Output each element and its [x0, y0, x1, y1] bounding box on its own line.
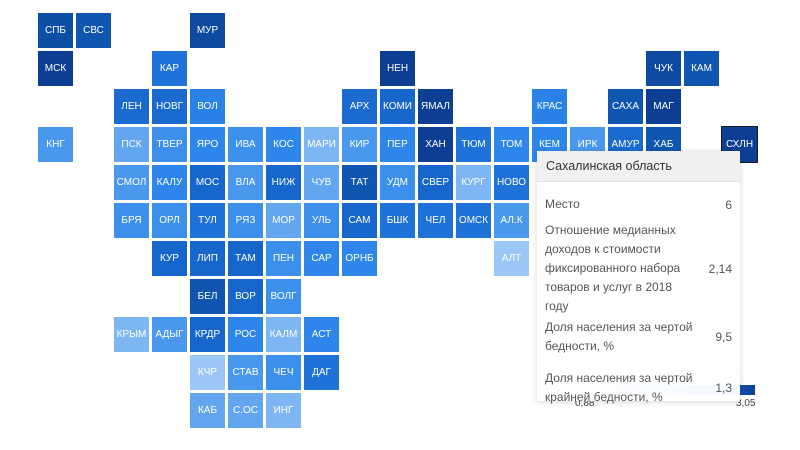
- tooltip-title: Сахалинская область: [537, 151, 740, 182]
- region-tile[interactable]: МАРИ: [304, 127, 339, 162]
- region-tile[interactable]: НОВО: [494, 165, 529, 200]
- region-tile[interactable]: НОВГ: [152, 89, 187, 124]
- tooltip-row-rank: Место 6: [537, 182, 740, 227]
- region-tile[interactable]: ИНГ: [266, 393, 301, 428]
- region-tile[interactable]: БРЯ: [114, 203, 149, 238]
- region-tile[interactable]: ПЕР: [380, 127, 415, 162]
- region-tile[interactable]: ТЮМ: [456, 127, 491, 162]
- region-tile[interactable]: КНГ: [38, 127, 73, 162]
- region-tile[interactable]: МСК: [38, 51, 73, 86]
- region-tile[interactable]: ТУЛ: [190, 203, 225, 238]
- region-tooltip: Сахалинская область Место 6 Отношение ме…: [537, 151, 740, 404]
- tooltip-value: 6: [725, 197, 732, 212]
- region-tile[interactable]: КЧР: [190, 355, 225, 390]
- region-tile[interactable]: КОС: [266, 127, 301, 162]
- region-tile[interactable]: ЧЕЧ: [266, 355, 301, 390]
- region-tile[interactable]: ОРЛ: [152, 203, 187, 238]
- tooltip-label: Место: [545, 197, 580, 211]
- region-tile[interactable]: РОС: [228, 317, 263, 352]
- region-tile[interactable]: КРДР: [190, 317, 225, 352]
- region-tile[interactable]: КАБ: [190, 393, 225, 428]
- region-tile[interactable]: ВЛА: [228, 165, 263, 200]
- region-tile[interactable]: СПБ: [38, 13, 73, 48]
- region-tile[interactable]: ЧЕЛ: [418, 203, 453, 238]
- region-tile[interactable]: КРАС: [532, 89, 567, 124]
- region-tile[interactable]: АСТ: [304, 317, 339, 352]
- region-tile[interactable]: ИВА: [228, 127, 263, 162]
- region-tile[interactable]: НИЖ: [266, 165, 301, 200]
- region-tile[interactable]: САМ: [342, 203, 377, 238]
- region-tile[interactable]: БШК: [380, 203, 415, 238]
- region-tile[interactable]: СМОЛ: [114, 165, 149, 200]
- region-tile[interactable]: АДЫГ: [152, 317, 187, 352]
- region-tile[interactable]: ХАН: [418, 127, 453, 162]
- tooltip-label: Отношение медианных доходов к стоимости …: [545, 223, 681, 313]
- region-tile[interactable]: АРХ: [342, 89, 377, 124]
- legend-max-value: 3,05: [736, 398, 756, 409]
- region-tile[interactable]: ТАМ: [228, 241, 263, 276]
- region-tile[interactable]: ЛЕН: [114, 89, 149, 124]
- region-tile[interactable]: ВОЛ: [190, 89, 225, 124]
- region-tile[interactable]: АЛ.К: [494, 203, 529, 238]
- region-tile[interactable]: СВЕР: [418, 165, 453, 200]
- region-tile[interactable]: НЕН: [380, 51, 415, 86]
- region-tile[interactable]: КАМ: [684, 51, 719, 86]
- region-tile[interactable]: КАЛУ: [152, 165, 187, 200]
- region-tile[interactable]: МОС: [190, 165, 225, 200]
- region-tile[interactable]: КРЫМ: [114, 317, 149, 352]
- region-tile[interactable]: ТВЕР: [152, 127, 187, 162]
- region-tile[interactable]: ТОМ: [494, 127, 529, 162]
- region-tile[interactable]: ВОЛГ: [266, 279, 301, 314]
- tooltip-row-extreme-poverty: Доля населения за чертой крайней бедност…: [537, 363, 740, 413]
- region-tile[interactable]: ОМСК: [456, 203, 491, 238]
- region-tile[interactable]: ВОР: [228, 279, 263, 314]
- region-tile[interactable]: УДМ: [380, 165, 415, 200]
- region-tile[interactable]: ЯРО: [190, 127, 225, 162]
- region-tile[interactable]: САХА: [608, 89, 643, 124]
- tooltip-label: Доля населения за чертой крайней бедност…: [545, 371, 693, 404]
- region-tile[interactable]: ПСК: [114, 127, 149, 162]
- tooltip-row-income-ratio: Отношение медианных доходов к стоимости …: [537, 223, 740, 313]
- tooltip-value: 2,14: [708, 261, 732, 276]
- region-tile[interactable]: ТАТ: [342, 165, 377, 200]
- region-tile[interactable]: МУР: [190, 13, 225, 48]
- region-tile[interactable]: АЛТ: [494, 241, 529, 276]
- region-tile[interactable]: ДАГ: [304, 355, 339, 390]
- region-tile[interactable]: ЛИП: [190, 241, 225, 276]
- region-tile[interactable]: КАЛМ: [266, 317, 301, 352]
- region-tile[interactable]: С.ОС: [228, 393, 263, 428]
- tooltip-value: 9,5: [715, 329, 732, 344]
- region-tile[interactable]: ОРНБ: [342, 241, 377, 276]
- region-tile[interactable]: ЯМАЛ: [418, 89, 453, 124]
- region-tile[interactable]: УЛЬ: [304, 203, 339, 238]
- region-tile[interactable]: БЕЛ: [190, 279, 225, 314]
- region-tile[interactable]: ПЕН: [266, 241, 301, 276]
- region-tile[interactable]: СТАВ: [228, 355, 263, 390]
- region-tile[interactable]: ЧУВ: [304, 165, 339, 200]
- region-tile[interactable]: САР: [304, 241, 339, 276]
- legend-min-value: 0,88: [575, 398, 595, 409]
- region-tile[interactable]: КУР: [152, 241, 187, 276]
- region-tile[interactable]: КОМИ: [380, 89, 415, 124]
- region-tile[interactable]: ЧУК: [646, 51, 681, 86]
- region-tile[interactable]: МАГ: [646, 89, 681, 124]
- tooltip-row-poverty: Доля населения за чертой бедности, % 9,5: [537, 310, 740, 363]
- region-tile[interactable]: КУРГ: [456, 165, 491, 200]
- tooltip-value: 1,3: [715, 381, 732, 395]
- region-tile[interactable]: СВС: [76, 13, 111, 48]
- tooltip-label: Доля населения за чертой бедности, %: [545, 319, 693, 353]
- region-tile[interactable]: КИР: [342, 127, 377, 162]
- region-tile[interactable]: КАР: [152, 51, 187, 86]
- region-tile[interactable]: РЯЗ: [228, 203, 263, 238]
- region-tile[interactable]: МОР: [266, 203, 301, 238]
